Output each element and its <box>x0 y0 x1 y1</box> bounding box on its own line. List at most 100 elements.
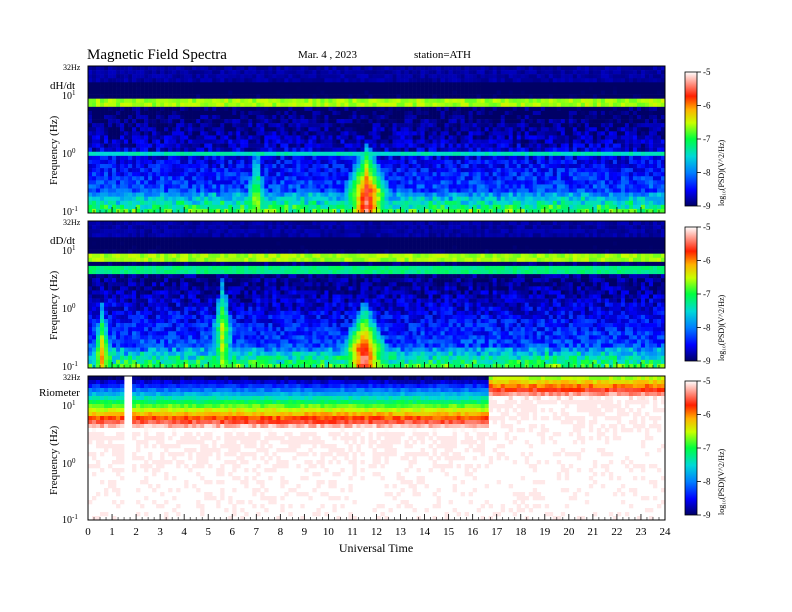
spectrogram-cell <box>92 164 97 169</box>
spectrogram-cell <box>592 127 598 132</box>
spectrogram-cell <box>168 204 173 210</box>
spectrogram-cell <box>152 184 157 189</box>
spectrogram-cell <box>276 180 281 185</box>
spectrogram-cell <box>184 90 189 95</box>
spectrogram-cell <box>332 70 337 75</box>
spectrogram-cell <box>196 123 201 128</box>
spectrogram-cell <box>544 151 550 157</box>
spectrogram-cell <box>412 147 417 153</box>
spectrogram-cell <box>136 143 141 148</box>
spectrogram-cell <box>636 70 642 75</box>
spectrogram-cell <box>128 135 133 140</box>
spectrogram-cell <box>132 184 137 189</box>
spectrogram-cell <box>584 188 590 193</box>
spectrogram-cell <box>304 184 309 189</box>
spectrogram-cell <box>536 143 542 148</box>
spectrogram-cell <box>180 147 185 153</box>
spectrogram-cell <box>424 66 429 71</box>
spectrogram-cell <box>612 119 618 124</box>
spectrogram-cell <box>224 102 229 108</box>
spectrogram-cell <box>224 98 229 104</box>
spectrogram-cell <box>208 139 213 144</box>
spectrogram-cell <box>96 196 101 202</box>
spectrogram-cell <box>576 155 582 161</box>
spectrogram-cell <box>520 196 526 202</box>
spectrogram-cell <box>372 159 377 165</box>
spectrogram-cell <box>136 102 141 108</box>
spectrogram-cell <box>260 164 265 169</box>
spectrogram-cell <box>620 78 626 83</box>
spectrogram-cell <box>344 180 349 185</box>
spectrogram-cell <box>520 106 526 112</box>
spectrogram-cell <box>384 164 389 169</box>
spectrogram-cell <box>236 151 241 157</box>
spectrogram-cell <box>100 110 105 116</box>
spectrogram-cell <box>552 127 558 132</box>
spectrogram-cell <box>280 94 285 99</box>
spectrogram-cell <box>88 180 93 185</box>
spectrogram-cell <box>588 143 594 148</box>
spectrogram-cell <box>340 106 345 112</box>
spectrogram-cell <box>400 86 405 91</box>
spectrogram-cell <box>204 74 209 79</box>
spectrogram-cell <box>560 98 566 104</box>
spectrogram-cell <box>204 131 209 136</box>
spectrogram-cell <box>380 115 385 120</box>
spectrogram-cell <box>488 196 493 202</box>
spectrogram-cell <box>580 208 586 214</box>
spectrogram-cell <box>124 90 129 95</box>
spectrogram-cell <box>344 159 349 165</box>
spectrogram-cell <box>280 159 285 165</box>
spectrogram-cell <box>540 147 546 153</box>
spectrogram-cell <box>528 139 534 144</box>
spectrogram-cell <box>280 82 285 87</box>
spectrogram-cell <box>536 192 542 197</box>
spectrogram-cell <box>228 86 233 91</box>
spectrogram-cell <box>572 184 578 189</box>
spectrogram-cell <box>416 139 421 144</box>
spectrogram-cell <box>364 131 369 136</box>
spectrogram-cell <box>288 168 293 173</box>
spectrogram-cell <box>536 110 542 116</box>
spectrogram-cell <box>548 70 554 75</box>
spectrogram-cell <box>160 119 165 124</box>
spectrogram-cell <box>452 86 457 91</box>
spectrogram-cell <box>412 176 417 181</box>
spectrogram-cell <box>136 135 141 140</box>
spectrogram-cell <box>392 119 397 124</box>
spectrogram-cell <box>480 155 485 161</box>
spectrogram-cell <box>164 176 169 181</box>
spectrogram-cell <box>188 94 193 99</box>
spectrogram-cell <box>200 123 205 128</box>
spectrogram-cell <box>452 102 457 108</box>
spectrogram-cell <box>612 90 618 95</box>
spectrogram-cell <box>424 127 429 132</box>
spectrogram-cell <box>488 151 493 157</box>
spectrogram-cell <box>420 86 425 91</box>
spectrogram-cell <box>464 200 469 206</box>
spectrogram-cell <box>252 147 257 153</box>
spectrogram-cell <box>284 172 289 177</box>
spectrogram-cell <box>404 164 409 169</box>
spectrogram-cell <box>124 70 129 75</box>
spectrogram-cell <box>140 159 145 165</box>
spectrogram-cell <box>568 102 574 108</box>
spectrogram-cell <box>412 192 417 197</box>
spectrogram-cell <box>524 127 530 132</box>
spectrogram-cell <box>412 208 417 214</box>
spectrogram-cell <box>520 208 526 214</box>
spectrogram-cell <box>144 168 149 173</box>
spectrogram-cell <box>200 200 205 206</box>
spectrogram-cell <box>588 74 594 79</box>
spectrogram-cell <box>200 180 205 185</box>
spectrogram-cell <box>580 74 586 79</box>
spectrogram-cell <box>428 123 433 128</box>
spectrogram-cell <box>356 78 361 83</box>
spectrogram-cell <box>548 74 554 79</box>
spectrogram-cell <box>420 159 425 165</box>
spectrogram-cell <box>152 159 157 165</box>
spectrogram-cell <box>512 159 518 165</box>
spectrogram-cell <box>344 184 349 189</box>
spectrogram-cell <box>132 106 137 112</box>
spectrogram-cell <box>356 127 361 132</box>
